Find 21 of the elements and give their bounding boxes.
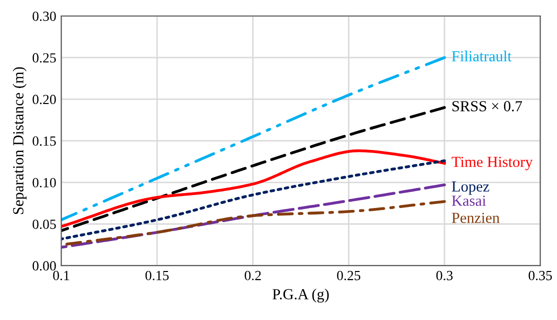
- x-tick-label: 0.15: [145, 270, 169, 280]
- series-label: Kasai: [452, 196, 486, 206]
- y-tick-label: 0.15: [32, 136, 56, 146]
- series-label: SRSS × 0.7: [452, 101, 522, 112]
- x-tick-label: 0.1: [53, 270, 70, 280]
- series-label: Time History: [452, 156, 533, 170]
- y-axis-title: Separation Distance (m): [12, 67, 27, 214]
- x-tick-label: 0.25: [337, 270, 360, 280]
- series-label: Penzien: [452, 212, 500, 224]
- series-label: Lopez: [452, 182, 490, 195]
- y-tick-label: 0.25: [32, 53, 56, 63]
- y-tick-label: 0.00: [32, 261, 56, 271]
- x-tick-label: 0.3: [436, 270, 453, 280]
- x-axis-title: P.G.A (g): [272, 288, 329, 303]
- y-tick-label: 0.10: [32, 178, 56, 188]
- series-label: Filiatrault: [452, 50, 512, 62]
- y-tick-label: 0.05: [32, 220, 56, 230]
- x-tick-label: 0.35: [528, 270, 552, 280]
- y-tick-label: 0.20: [32, 94, 56, 104]
- x-tick-label: 0.2: [244, 270, 261, 280]
- y-tick-label: 0.30: [32, 12, 56, 22]
